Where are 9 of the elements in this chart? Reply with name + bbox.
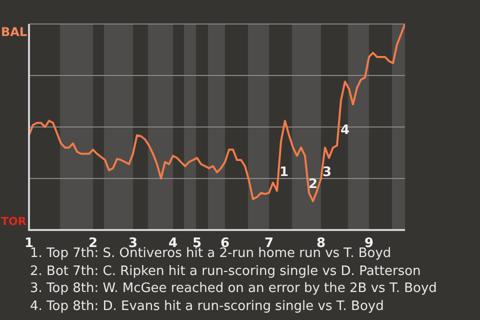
annotation: 4 bbox=[340, 123, 350, 138]
text: 4. Top 8th: D. Evans hit a run-scoring single vs T. Boyd bbox=[30, 298, 385, 315]
annotation: 3 bbox=[322, 165, 332, 180]
text: BAL bbox=[1, 25, 28, 39]
text: 3. Top 8th: W. McGee reached on an error by the 2B vs T. Boyd bbox=[30, 280, 437, 298]
annotation: 2 bbox=[308, 177, 318, 192]
text: TOR bbox=[1, 215, 27, 228]
text: 2. Bot 7th: C. Ripken hit a run-scoring single vs D. Patterson bbox=[30, 262, 422, 280]
annotation: 1 bbox=[279, 165, 289, 180]
